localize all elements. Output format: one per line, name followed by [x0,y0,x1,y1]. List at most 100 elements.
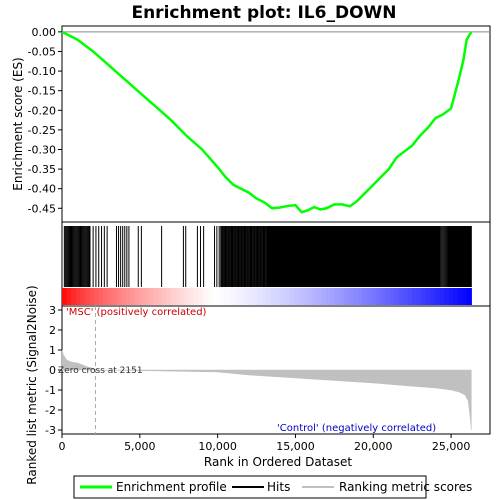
x-axis-label: Rank in Ordered Dataset [204,455,352,469]
colorbar-cell [394,288,400,305]
rank-y-axis: 3 2 1 0 -1 -2 -3 [45,304,62,437]
colorbar-cell [71,288,77,305]
colorbar-cell [380,288,386,305]
colorbar-cell [348,288,354,305]
colorbar-cell [444,288,450,305]
legend-label-ranking-metric: Ranking metric scores [339,480,472,494]
colorbar-cell [362,288,368,305]
colorbar-cell [366,288,372,305]
colorbar-cell [421,288,427,305]
colorbar-cell [371,288,377,305]
ranking-metric-area [61,349,472,431]
colorbar-cell [102,288,109,305]
es-panel: 0.00 -0.05 -0.10 -0.15 -0.20 -0.25 -0.30 -0.35 -… [11,25,491,223]
colorbar-cell [66,288,72,305]
colorbar-cell [398,288,404,305]
colorbar-cell [448,288,454,305]
colorbar-cell [166,288,172,305]
es-plot-frame [61,25,491,223]
colorbar-cell [180,288,186,305]
colorbar-cell [225,288,231,305]
colorbar-cell [343,288,350,305]
colorbar-cell [412,288,418,305]
colorbar-cell [425,288,431,305]
rank-x-axis: 0 5,000 10,000 15,000 20,000 25,000 [59,434,471,453]
x-tick-label: 25,000 [432,440,471,453]
colorbar-cell [434,288,441,305]
negative-correlation-label: 'Control' (negatively correlated) [277,423,436,434]
rank-y-tick-label: 3 [49,304,56,317]
colorbar-cell [157,288,163,305]
colorbar-cell [430,288,436,305]
colorbar-cell [125,288,131,305]
colorbar-cell [339,288,345,305]
colorbar-cell [216,288,222,305]
es-y-axis: 0.00 -0.05 -0.10 -0.15 -0.20 -0.25 -0.30 -0.35 -… [28,26,62,215]
colorbar-cell [230,288,236,305]
colorbar-cell [439,288,445,305]
es-y-tick-label: -0.10 [28,65,56,78]
es-y-tick-label: -0.25 [28,124,56,137]
colorbar-cell [248,288,254,305]
colorbar-cell [262,288,268,305]
colorbar-cell [462,288,468,305]
colorbar-cell [84,288,90,305]
colorbar-cell [321,288,327,305]
colorbar-cell [171,288,177,305]
colorbar-cell [275,288,281,305]
colorbar-cell [353,288,359,305]
colorbar-cell [389,288,395,305]
rank-y-tick-label: -3 [45,424,56,437]
colorbar-cell [80,288,86,305]
colorbar-cell [271,288,277,305]
x-tick-label: 0 [59,440,66,453]
colorbar-cell [325,288,331,305]
colorbar-cell [234,288,240,305]
colorbar-cell [139,288,145,305]
colorbar-cell [134,288,140,305]
legend-label-hits: Hits [267,480,290,494]
colorbar-cell [303,288,309,305]
chart-title: Enrichment plot: IL6_DOWN [131,3,396,23]
colorbar-cell [175,288,181,305]
es-y-axis-label: Enrichment score (ES) [11,57,25,190]
colorbar-cell [130,288,136,305]
colorbar-cell [407,288,413,305]
colorbar-cell [457,288,463,305]
colorbar-cell [207,288,213,305]
colorbar-cell [184,288,190,305]
es-y-tick-label: -0.15 [28,85,56,98]
rank-colorbar [62,288,472,305]
colorbar-cell [112,288,118,305]
enrichment-profile [61,30,473,214]
colorbar-cell [243,288,250,305]
colorbar-cell [148,288,154,305]
es-y-tick-label: -0.35 [28,163,56,176]
colorbar-cell [453,288,459,305]
rank-y-axis-label: Ranked list metric (Signal2Noise) [25,285,39,484]
es-y-tick-label: -0.05 [28,45,56,58]
colorbar-cell [152,288,159,305]
positive-correlation-label: 'MSC' (positively correlated) [66,307,207,318]
colorbar-cell [143,288,150,305]
colorbar-cell [257,288,263,305]
colorbar-cell [330,288,336,305]
colorbar-cell [253,288,259,305]
legend-label-enrichment-profile: Enrichment profile [116,480,227,494]
zero-cross-label: Zero cross at 2151 [58,366,143,376]
x-tick-label: 15,000 [276,440,315,453]
rank-metric-panel: 3 2 1 0 -1 -2 -3 0 5,000 10,000 15,000 20,000 25,00… [25,285,491,485]
es-y-tick-label: -0.30 [28,143,56,156]
colorbar-cell [375,288,381,305]
colorbar-cell [334,288,341,305]
x-tick-label: 20,000 [354,440,393,453]
colorbar-cell [466,288,472,305]
colorbar-cell [162,288,168,305]
rank-y-tick-label: 1 [49,344,56,357]
colorbar-cell [307,288,313,305]
colorbar-cell [189,288,195,305]
x-tick-label: 5,000 [124,440,156,453]
colorbar-cell [89,288,95,305]
colorbar-cell [98,288,104,305]
